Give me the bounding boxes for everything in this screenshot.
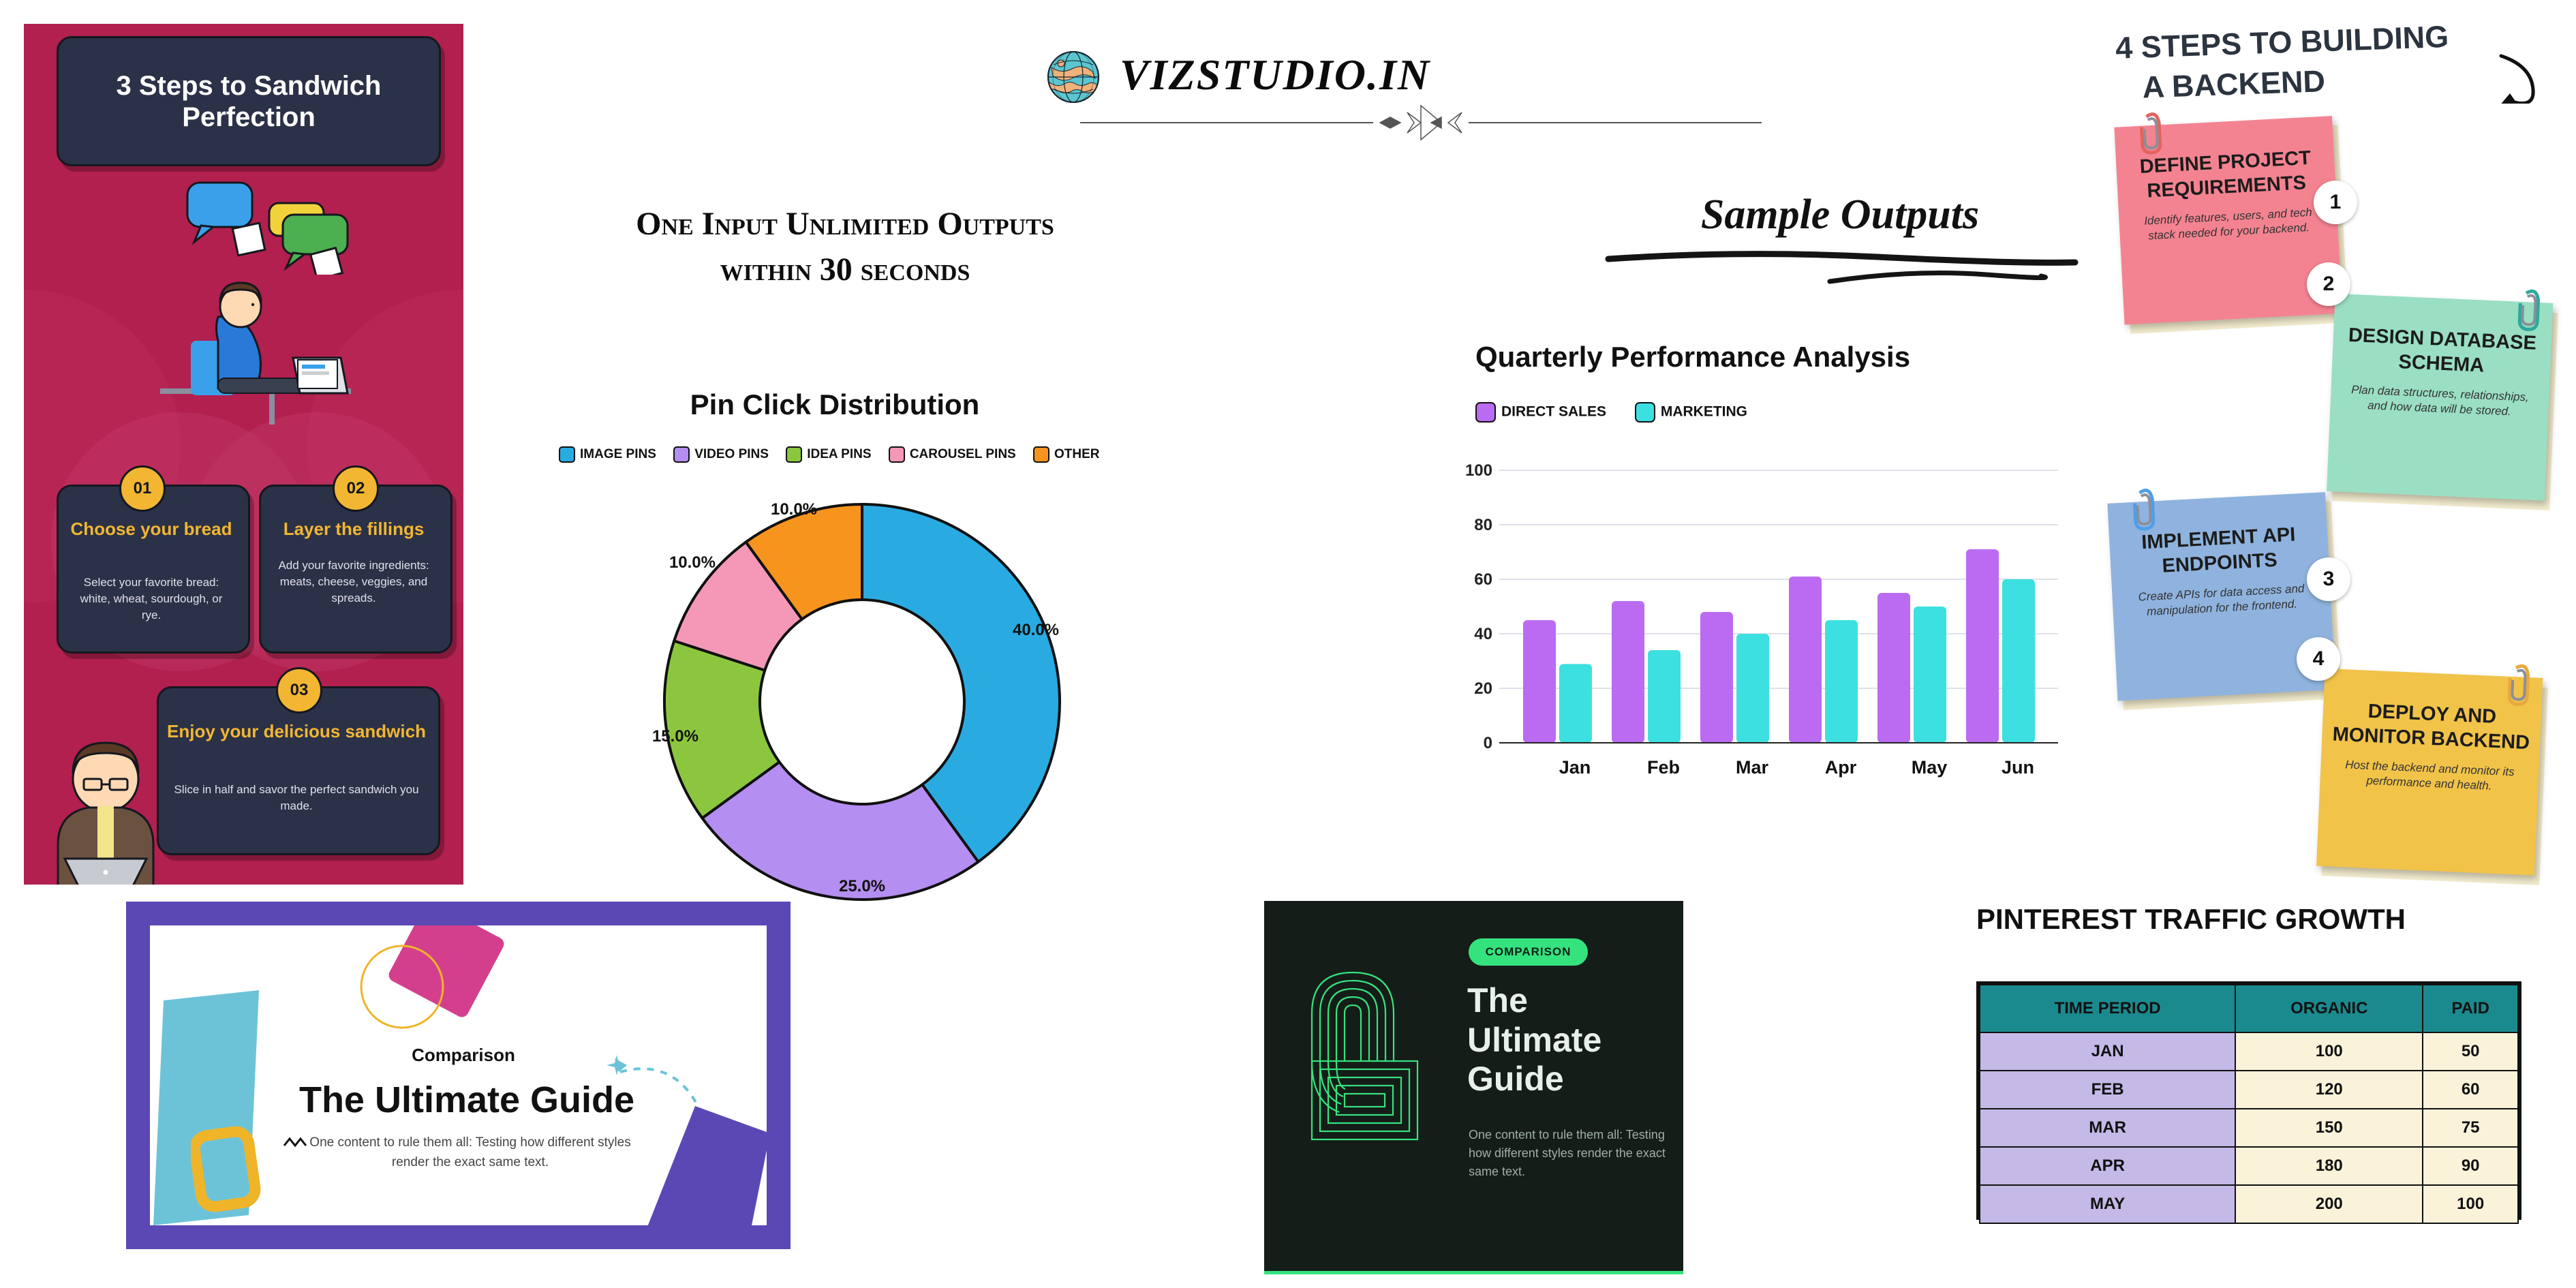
svg-text:40: 40 (1474, 625, 1492, 643)
svg-text:80: 80 (1474, 516, 1492, 534)
svg-text:May: May (1912, 757, 1948, 778)
svg-text:0: 0 (1484, 734, 1492, 752)
svg-text:Apr: Apr (1825, 757, 1857, 778)
svg-text:Feb: Feb (1647, 757, 1680, 778)
svg-text:10.0%: 10.0% (669, 553, 716, 572)
svg-text:10.0%: 10.0% (771, 500, 817, 519)
svg-text:40.0%: 40.0% (1013, 621, 1059, 639)
svg-text:100: 100 (1465, 461, 1492, 480)
svg-text:Jun: Jun (2002, 757, 2034, 778)
svg-text:20: 20 (1474, 679, 1492, 698)
svg-text:Mar: Mar (1736, 757, 1769, 778)
svg-text:Jan: Jan (1559, 757, 1591, 778)
svg-text:60: 60 (1474, 570, 1492, 589)
svg-text:15.0%: 15.0% (652, 727, 699, 746)
svg-text:25.0%: 25.0% (839, 877, 885, 895)
